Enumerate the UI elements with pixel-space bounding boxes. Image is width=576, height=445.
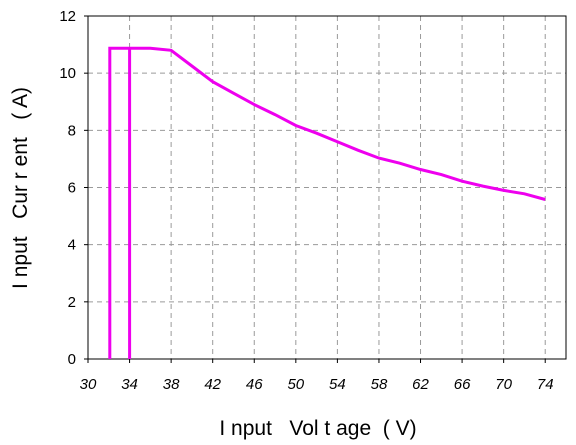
- series-line: [108, 46, 546, 359]
- grid-lines: [88, 16, 566, 359]
- x-tick-label: 66: [454, 376, 471, 393]
- x-axis-ticks: 30 34 38 42 46 50 54 58 62 66 70 74: [80, 359, 554, 393]
- y-axis-ticks: 0 2 4 6 8 10 12: [59, 8, 88, 368]
- y-axis-title: I nput Cur r ent ( A): [9, 87, 32, 289]
- x-tick-label: 50: [287, 376, 304, 393]
- x-tick-label: 42: [204, 376, 221, 393]
- x-tick-label: 46: [246, 376, 263, 393]
- y-tick-label: 6: [68, 180, 76, 197]
- x-tick-label: 74: [537, 376, 554, 393]
- y-tick-label: 12: [59, 8, 76, 25]
- y-tick-label: 8: [68, 122, 76, 139]
- x-tick-label: 54: [329, 376, 346, 393]
- x-tick-label: 34: [121, 376, 138, 393]
- x-tick-label: 70: [495, 376, 512, 393]
- x-tick-label: 62: [412, 376, 429, 393]
- x-axis-title: I nput Vol t age ( V): [219, 417, 416, 440]
- y-tick-label: 2: [68, 294, 76, 311]
- x-tick-label: 38: [163, 376, 180, 393]
- y-tick-label: 10: [59, 65, 76, 82]
- y-tick-label: 0: [68, 351, 76, 368]
- x-tick-label: 30: [80, 376, 97, 393]
- y-tick-label: 4: [68, 237, 76, 254]
- x-tick-label: 58: [371, 376, 388, 393]
- series-layer: [108, 46, 546, 359]
